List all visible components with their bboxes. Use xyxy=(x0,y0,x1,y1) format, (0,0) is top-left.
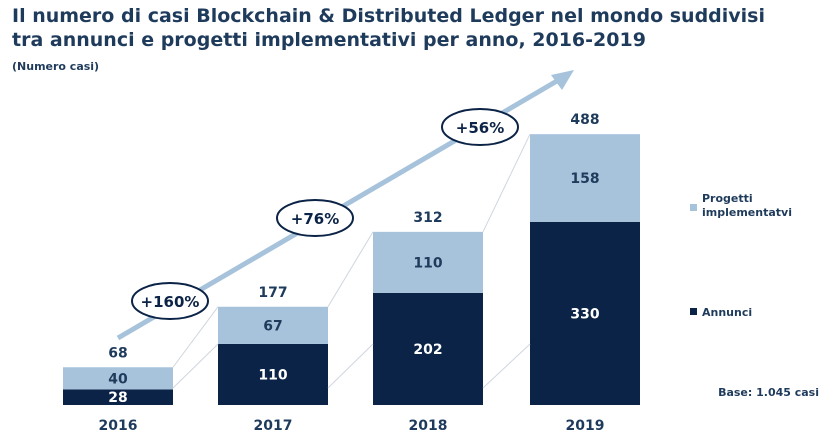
total-label-2017: 177 xyxy=(258,285,287,301)
legend-label-progetti: Progetti implementatvi xyxy=(702,192,792,219)
data-label-progetti-2018: 110 xyxy=(413,255,442,271)
data-label-annunci-2018: 202 xyxy=(413,342,442,358)
growth-label-2: +56% xyxy=(456,119,504,137)
data-label-progetti-2019: 158 xyxy=(570,171,599,187)
connector-top-2 xyxy=(482,133,531,233)
x-tick-label-2019: 2019 xyxy=(566,418,605,434)
connector-bottom-1 xyxy=(327,343,374,389)
bar-annunci-2018 xyxy=(373,292,483,405)
legend-swatch-annunci xyxy=(690,308,697,315)
x-tick-label-2017: 2017 xyxy=(254,418,293,434)
chart-title: Il numero di casi Blockchain & Distribut… xyxy=(12,4,812,52)
connector-top-0 xyxy=(172,306,219,368)
data-label-annunci-2016: 28 xyxy=(108,390,127,406)
growth-bubble-2 xyxy=(441,108,519,146)
growth-bubble-0 xyxy=(131,282,209,320)
base-note: Base: 1.045 casi xyxy=(718,386,819,399)
bar-progetti-2017 xyxy=(218,306,328,344)
connector-bottom-2 xyxy=(482,343,531,389)
bar-progetti-2016 xyxy=(63,367,173,390)
data-label-annunci-2019: 330 xyxy=(570,306,599,322)
data-label-progetti-2017: 67 xyxy=(263,318,282,334)
data-label-progetti-2016: 40 xyxy=(108,371,128,387)
growth-bubble-1 xyxy=(276,199,354,237)
chart-title-line-2: tra annunci e progetti implementativi pe… xyxy=(12,29,646,51)
data-label-annunci-2017: 110 xyxy=(258,367,287,383)
bar-progetti-2018 xyxy=(373,231,483,293)
growth-arrow-head xyxy=(551,70,574,90)
x-tick-label-2016: 2016 xyxy=(99,418,138,434)
bar-progetti-2019 xyxy=(530,134,640,222)
legend-swatch-progetti xyxy=(690,204,697,211)
total-label-2019: 488 xyxy=(570,112,599,128)
legend-label-annunci: Annunci xyxy=(702,306,752,319)
chart-subtitle: (Numero casi) xyxy=(12,60,100,73)
bar-annunci-2017 xyxy=(218,343,328,405)
total-label-2016: 68 xyxy=(108,345,127,361)
bar-annunci-2019 xyxy=(530,221,640,405)
connector-top-1 xyxy=(327,231,374,308)
x-tick-label-2018: 2018 xyxy=(409,418,448,434)
total-label-2018: 312 xyxy=(413,210,442,226)
chart-title-line-1: Il numero di casi Blockchain & Distribut… xyxy=(12,5,766,27)
bar-annunci-2016 xyxy=(63,389,173,405)
growth-label-1: +76% xyxy=(291,210,339,228)
connector-bottom-0 xyxy=(172,343,219,389)
growth-label-0: +160% xyxy=(141,293,200,311)
